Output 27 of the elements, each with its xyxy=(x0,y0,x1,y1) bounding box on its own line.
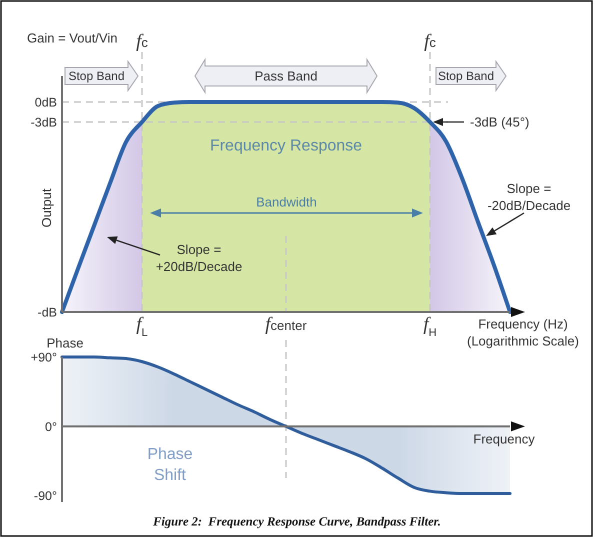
y-tick-label: +90° xyxy=(30,350,57,364)
y-tick-label: 0° xyxy=(45,420,57,434)
x-tick-label: f$_{L}$ xyxy=(136,314,148,339)
x-tick-label: f$_{H}$ xyxy=(423,314,437,339)
x-axis-title: Frequency (Hz) (Logarithmic Scale) xyxy=(467,316,579,349)
x-tick-label: fcenter xyxy=(265,314,308,335)
annotation: Slope = +20dB/Decade xyxy=(156,242,242,274)
y-tick-label: -90° xyxy=(34,489,57,504)
y-tick-label: 0dB xyxy=(34,95,57,110)
x-axis-title: Frequency xyxy=(473,432,536,447)
annotation: Bandwidth xyxy=(256,194,317,210)
annotation: Slope = -20dB/Decade xyxy=(487,180,571,214)
ref-line-label: fc xyxy=(424,31,436,52)
annotation: Stop Band xyxy=(438,69,494,84)
y-tick-label: -dB xyxy=(38,305,57,320)
text: Shift xyxy=(154,467,186,484)
ref-line-label: fc xyxy=(136,31,148,52)
annotation: -3dB (45°) xyxy=(470,114,530,130)
text: Gain = Vout/Vin xyxy=(27,30,118,46)
y-axis-title: Phase xyxy=(147,446,193,464)
annotation: Frequency Response xyxy=(210,138,362,155)
annotation: Pass Band xyxy=(254,68,318,84)
y-tick-label: -3dB xyxy=(30,115,57,130)
annotation: Stop Band xyxy=(68,69,125,84)
caption: Figure 2: Frequency Response Curve, Bandpass Filter. xyxy=(152,514,441,528)
text: Phase xyxy=(46,336,84,351)
y-axis-title: Output xyxy=(39,188,54,228)
